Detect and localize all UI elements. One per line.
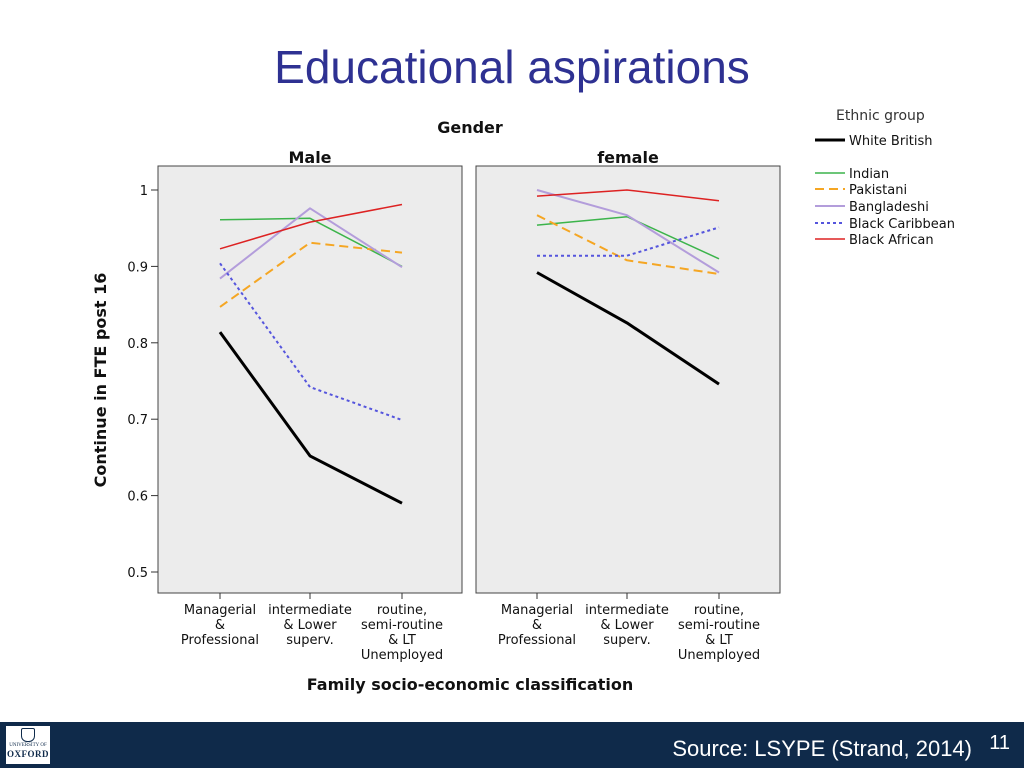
x-tick-label-male-2-3: Unemployed bbox=[361, 648, 443, 663]
panel-background-male bbox=[157, 165, 463, 594]
y-tick-label-3: 0.8 bbox=[127, 337, 148, 352]
logo-line2: OXFORD bbox=[7, 749, 49, 759]
y-tick-label-2: 0.7 bbox=[127, 413, 148, 428]
series-line-male-black-caribbean bbox=[219, 262, 403, 421]
series-line-female-indian bbox=[536, 215, 720, 260]
x-tick-label-male-0-2: Professional bbox=[181, 633, 259, 648]
x-axis-label: Family socio-economic classification bbox=[307, 675, 633, 694]
x-tick-label-female-2-1: semi-routine bbox=[678, 618, 760, 633]
x-tick-label-female-2-2: & LT bbox=[705, 633, 733, 648]
source-text: Source: LSYPE (Strand, 2014) bbox=[672, 736, 972, 761]
university-logo: UNIVERSITY OF OXFORD bbox=[6, 726, 50, 764]
series-line-female-bangladeshi bbox=[536, 189, 720, 274]
legend-label-black-caribbean: Black Caribbean bbox=[849, 217, 955, 232]
x-tick-label-male-1-2: superv. bbox=[286, 633, 333, 648]
x-tick-label-female-2-0: routine, bbox=[694, 603, 744, 618]
legend-title: Ethnic group bbox=[836, 108, 925, 124]
series-line-female-black-african bbox=[536, 189, 720, 202]
x-tick-label-male-1-1: & Lower bbox=[283, 618, 337, 633]
legend-label-indian: Indian bbox=[849, 167, 889, 182]
y-axis-label: Continue in FTE post 16 bbox=[91, 273, 110, 488]
series-line-female-black-caribbean bbox=[537, 226, 720, 257]
y-tick-label-1: 0.6 bbox=[127, 490, 148, 505]
panel-title-female: female bbox=[597, 148, 659, 167]
series-line-female-white-british bbox=[536, 271, 720, 386]
x-tick-label-female-0-2: Professional bbox=[498, 633, 576, 648]
chart: GenderMaleManagerial&Professionalinterme… bbox=[91, 108, 955, 694]
x-tick-label-female-2-3: Unemployed bbox=[678, 648, 760, 663]
legend-label-bangladeshi: Bangladeshi bbox=[849, 200, 929, 215]
legend-label-pakistani: Pakistani bbox=[849, 183, 907, 198]
x-tick-label-female-1-2: superv. bbox=[603, 633, 650, 648]
crest-icon bbox=[21, 728, 35, 742]
page-number: 11 bbox=[989, 732, 1010, 754]
panel-background-female bbox=[475, 165, 781, 594]
x-tick-label-male-2-2: & LT bbox=[388, 633, 416, 648]
x-tick-label-male-0-1: & bbox=[215, 618, 225, 633]
series-line-male-indian bbox=[219, 217, 403, 268]
chart-title: Gender bbox=[437, 118, 503, 137]
x-tick-label-female-0-1: & bbox=[532, 618, 542, 633]
legend-label-black-african: Black African bbox=[849, 233, 934, 248]
y-tick-label-4: 0.9 bbox=[127, 260, 148, 275]
x-tick-label-male-0-0: Managerial bbox=[184, 603, 256, 618]
x-tick-label-female-1-1: & Lower bbox=[600, 618, 654, 633]
x-tick-label-male-2-1: semi-routine bbox=[361, 618, 443, 633]
slide-title: Educational aspirations bbox=[274, 41, 750, 93]
x-tick-label-female-1-0: intermediate bbox=[585, 603, 669, 618]
panel-title-male: Male bbox=[288, 148, 331, 167]
y-tick-label-0: 0.5 bbox=[127, 566, 148, 581]
x-tick-label-male-2-0: routine, bbox=[377, 603, 427, 618]
series-line-male-black-african bbox=[219, 203, 403, 250]
y-tick-label-5: 1 bbox=[140, 184, 148, 199]
series-line-male-bangladeshi bbox=[219, 207, 403, 280]
series-line-male-pakistani bbox=[219, 241, 403, 308]
x-tick-label-male-1-0: intermediate bbox=[268, 603, 352, 618]
logo-line1: UNIVERSITY OF bbox=[9, 743, 47, 748]
x-tick-label-female-0-0: Managerial bbox=[501, 603, 573, 618]
footer-bar: UNIVERSITY OF OXFORD Source: LSYPE (Stra… bbox=[0, 722, 1024, 768]
series-line-male-white-british bbox=[218, 331, 403, 505]
legend-label-white-british: White British bbox=[849, 134, 933, 149]
series-line-female-pakistani bbox=[536, 214, 720, 275]
